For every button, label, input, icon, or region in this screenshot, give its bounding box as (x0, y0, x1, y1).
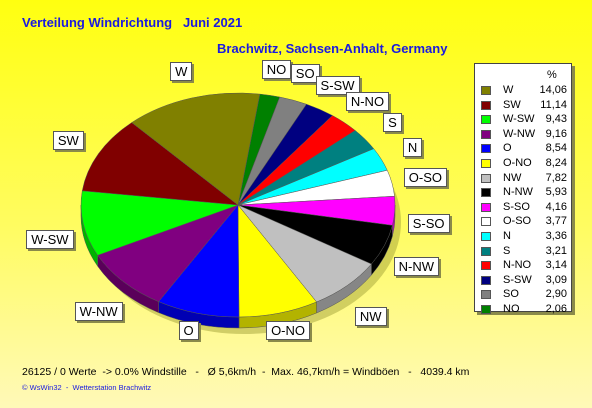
legend-row: S-SW 3,09 (481, 273, 567, 287)
legend-value: 9,16 (545, 127, 567, 140)
legend-value: 5,93 (545, 186, 567, 199)
legend-swatch (481, 202, 491, 212)
slice-label-so: SO (290, 64, 320, 84)
pie-slice-w-nw (97, 204, 239, 302)
legend-label: SO (503, 288, 519, 301)
slice-label-s: S (383, 113, 402, 133)
legend-value: 3,09 (545, 273, 567, 286)
legend-label: S-SW (503, 273, 532, 286)
slice-label-w-nw: W-NW (74, 302, 123, 322)
legend-row: S 3,21 (481, 244, 567, 258)
legend-header: % (547, 69, 557, 81)
slice-label-n-nw: N-NW (393, 257, 440, 276)
copyright: © WsWin32 - Wetterstation Brachwitz (22, 383, 152, 392)
legend-value: 3,14 (545, 259, 567, 272)
legend-label: S-SO (503, 200, 530, 213)
legend-value: 4,16 (545, 200, 567, 213)
legend-label: W-SW (503, 113, 535, 126)
slice-label-s-so: S-SO (407, 213, 450, 233)
stats-footer: 26125 / 0 Werte -> 0.0% Windstille - Ø 5… (22, 366, 470, 378)
legend-swatch (481, 217, 491, 227)
legend-value: 7,82 (545, 171, 567, 184)
legend-swatch (481, 290, 491, 300)
slice-label-no: NO (261, 60, 292, 79)
legend-label: NW (503, 171, 522, 184)
legend-row: NO 2,06 (481, 302, 567, 316)
pie-slice-o (158, 204, 240, 318)
slice-label-n-no: N-NO (345, 92, 390, 112)
legend-label: O-NO (503, 157, 532, 169)
legend-value: 14,06 (539, 84, 567, 96)
legend-row: SW 11,14 (481, 98, 567, 112)
legend-swatch (481, 115, 491, 125)
legend-label: N (503, 230, 511, 242)
legend-swatch (481, 100, 491, 110)
legend-label: N-NW (503, 186, 533, 199)
legend-swatch (481, 275, 491, 285)
legend-row: S-SO 4,16 (481, 200, 567, 214)
slice-label-sw: SW (52, 131, 84, 151)
legend-value: 9,43 (545, 113, 567, 126)
legend-value: 3,36 (545, 230, 567, 242)
legend-value: 2,06 (545, 303, 567, 315)
legend-row: W-NW 9,16 (481, 127, 567, 141)
slice-label-o: O (178, 321, 199, 340)
legend-label: O-SO (503, 215, 532, 228)
legend-row: NW 7,82 (481, 171, 567, 185)
legend-row: SO 2,90 (481, 287, 567, 301)
legend-label: NO (503, 303, 520, 315)
legend-row: N 3,36 (481, 229, 567, 243)
legend-row: O 8,54 (481, 141, 567, 155)
slice-label-nw: NW (354, 307, 387, 327)
slice-label-w: W (170, 61, 193, 81)
slice-label-o-no: O-NO (266, 321, 311, 340)
legend-label: SW (503, 98, 521, 111)
pie-slice-sw (81, 122, 239, 206)
legend-value: 8,24 (545, 157, 567, 169)
legend-value: 11,14 (540, 98, 567, 111)
legend-label: W (503, 84, 514, 96)
legend-value: 8,54 (545, 142, 567, 155)
legend-row: O-NO 8,24 (481, 156, 567, 170)
slice-label-o-so: O-SO (403, 168, 448, 188)
legend-swatch (481, 232, 491, 241)
legend-row: N-NW 5,93 (481, 185, 567, 199)
legend-value: 3,21 (545, 244, 567, 257)
legend-label: S (503, 244, 511, 257)
legend: % W 14,06 SW 11,14 W-SW 9,43 W-NW 9,16 O 8,54 O-NO… (474, 63, 572, 315)
legend-value: 2,90 (545, 288, 567, 301)
legend-swatch (481, 305, 491, 314)
legend-swatch (481, 188, 491, 198)
chart-subtitle: Brachwitz, Sachsen-Anhalt, Germany (217, 41, 448, 56)
legend-swatch (481, 86, 491, 95)
legend-swatch (481, 246, 491, 256)
legend-row: N-NO 3,14 (481, 258, 567, 272)
legend-row: W 14,06 (481, 83, 567, 97)
slice-label-n: N (402, 138, 423, 158)
legend-swatch (481, 144, 491, 154)
legend-label: O (503, 142, 512, 155)
pie-slice-w-sw (80, 190, 239, 256)
slice-label-w-sw: W-SW (26, 230, 74, 250)
chart-title: Verteilung Windrichtung Juni 2021 (22, 15, 243, 30)
legend-swatch (481, 159, 491, 168)
legend-label: W-NW (503, 127, 536, 140)
legend-value: 3,77 (545, 215, 567, 228)
legend-row: W-SW 9,43 (481, 112, 567, 126)
legend-row: O-SO 3,77 (481, 214, 567, 228)
slice-label-s-sw: S-SW (315, 76, 360, 96)
legend-swatch (481, 173, 491, 183)
pie-slice-w (131, 92, 261, 206)
legend-label: N-NO (503, 259, 532, 272)
legend-swatch (481, 129, 491, 139)
legend-swatch (481, 261, 491, 271)
